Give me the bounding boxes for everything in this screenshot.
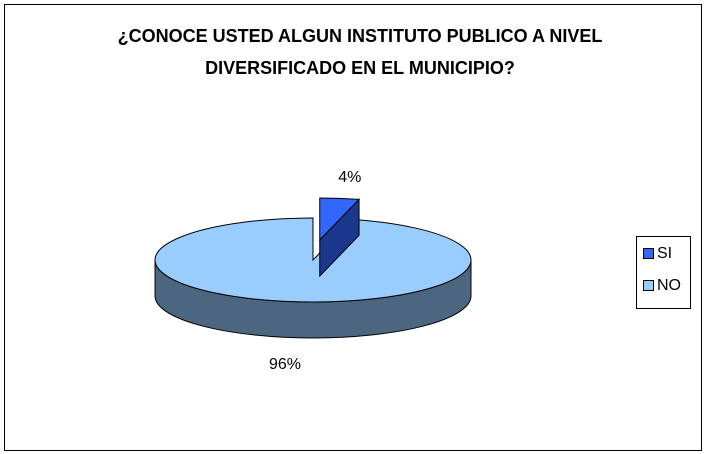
legend-label: NO [657,277,681,294]
data-label: 96% [269,356,301,373]
legend-label: SI [657,245,672,262]
data-label: 4% [338,169,361,186]
pie-slice [319,197,361,242]
pie-slice [154,217,472,303]
legend-swatch [643,280,654,291]
chart-title: ¿CONOCE USTED ALGUN INSTITUTO PUBLICO A … [117,26,603,78]
legend-swatch [643,248,654,259]
